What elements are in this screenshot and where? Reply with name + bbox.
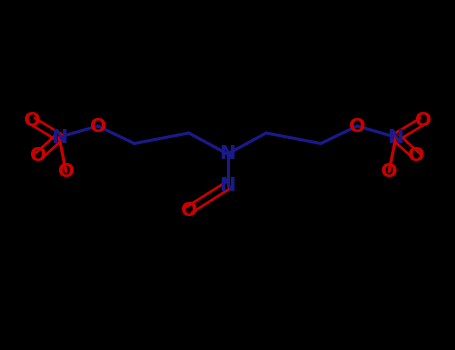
Text: O: O	[349, 117, 365, 135]
Text: O: O	[58, 162, 74, 181]
Text: O: O	[24, 111, 40, 130]
Text: O: O	[90, 117, 106, 135]
Text: N: N	[388, 128, 404, 147]
Text: O: O	[408, 146, 425, 165]
Text: N: N	[51, 128, 67, 147]
Text: O: O	[181, 201, 197, 219]
Text: N: N	[219, 176, 236, 195]
Text: N: N	[219, 145, 236, 163]
Text: O: O	[381, 162, 397, 181]
Text: O: O	[30, 146, 47, 165]
Text: O: O	[415, 111, 431, 130]
